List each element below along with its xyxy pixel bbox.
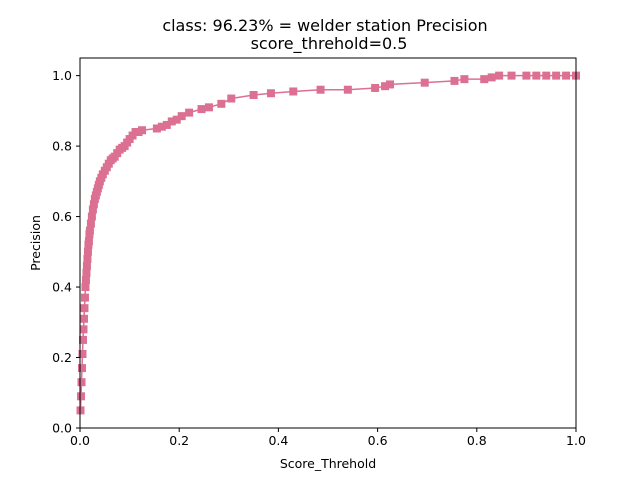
data-point-marker [83, 247, 92, 256]
data-point-marker [82, 268, 91, 277]
x-tick-label: 0.8 [467, 433, 487, 448]
chart-title-line-2: score_threhold=0.5 [251, 34, 408, 54]
data-point-marker [85, 226, 94, 235]
y-tick-label: 0.2 [52, 350, 72, 365]
y-tick-label: 0.0 [52, 421, 72, 436]
data-point-marker [157, 122, 166, 131]
data-point-marker [81, 283, 90, 292]
data-point-marker [83, 254, 92, 263]
data-point-marker [172, 115, 181, 124]
data-point-marker [197, 105, 206, 114]
data-point-marker [381, 82, 390, 91]
data-point-marker [79, 325, 88, 334]
data-point-marker [81, 276, 90, 284]
data-point-marker [162, 120, 171, 129]
data-point-marker [87, 212, 96, 221]
x-tick-label: 0.4 [268, 433, 288, 448]
data-point-marker [487, 73, 496, 82]
data-point-marker [371, 83, 380, 92]
data-point-marker [249, 91, 258, 99]
data-point-marker [177, 112, 186, 121]
data-point-marker [420, 78, 429, 87]
data-point-marker [266, 89, 275, 98]
axis-ticks: 0.0 0.2 0.4 0.6 0.8 1.0 0.0 0.2 0.4 0.6 0.8 1.0 [52, 68, 586, 448]
y-axis-label: Precision [28, 215, 43, 271]
data-point-marker [289, 87, 298, 96]
data-point-marker [522, 71, 531, 80]
data-point-marker [562, 71, 571, 80]
x-tick-label: 0.6 [368, 433, 388, 448]
data-point-marker [204, 103, 213, 112]
data-point-marker [80, 293, 89, 302]
data-point-marker [138, 126, 146, 135]
data-point-marker [507, 71, 516, 80]
x-tick-label: 0.0 [70, 433, 90, 448]
data-point-marker [78, 350, 87, 358]
data-point-marker [460, 75, 469, 84]
data-point-marker [152, 124, 161, 133]
data-point-marker [88, 205, 97, 214]
data-point-marker [552, 71, 561, 80]
axes-frame [79, 57, 577, 429]
y-tick-label: 0.6 [52, 209, 72, 224]
data-point-marker [386, 80, 394, 89]
data-point-marker [450, 76, 459, 85]
data-point-marker [532, 71, 541, 80]
data-point-marker [316, 85, 325, 94]
data-point-marker [77, 364, 86, 373]
data-point-marker [78, 335, 87, 344]
y-tick-label: 0.4 [52, 280, 72, 295]
data-point-marker [185, 108, 194, 117]
data-point-marker [343, 85, 352, 94]
x-tick-label: 1.0 [566, 433, 586, 448]
x-tick-label: 0.2 [169, 433, 189, 448]
data-point-marker [480, 75, 489, 84]
data-point-marker [542, 71, 551, 80]
data-point-marker [217, 99, 226, 108]
data-point-marker [227, 94, 236, 103]
data-point-marker [82, 261, 91, 270]
chart-title-line-1: class: 96.23% = welder station Precision [162, 16, 487, 35]
x-axis-label: Score_Threhold [280, 456, 376, 471]
data-point-marker [79, 314, 88, 323]
data-point-marker [77, 378, 86, 387]
plot-area [76, 71, 580, 415]
data-point-marker [167, 117, 176, 126]
data-point-marker [89, 200, 98, 209]
data-point-marker [495, 71, 504, 80]
data-point-marker [86, 219, 95, 228]
data-point-marker [80, 304, 89, 313]
data-point-marker [76, 392, 85, 401]
y-tick-label: 1.0 [52, 68, 72, 83]
data-point-marker [84, 237, 93, 246]
y-tick-label: 0.8 [52, 139, 72, 154]
